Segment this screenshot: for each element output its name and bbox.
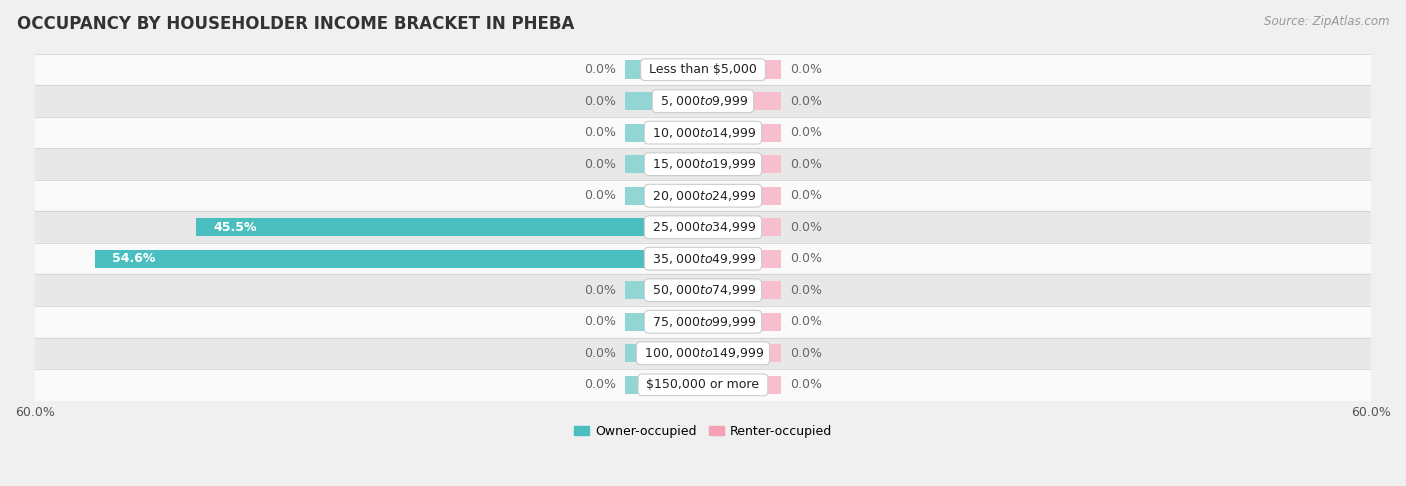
Text: $100,000 to $149,999: $100,000 to $149,999 xyxy=(641,347,765,360)
Text: 45.5%: 45.5% xyxy=(214,221,256,234)
Text: $15,000 to $19,999: $15,000 to $19,999 xyxy=(648,157,758,171)
Text: 0.0%: 0.0% xyxy=(790,221,823,234)
Text: 0.0%: 0.0% xyxy=(583,189,616,202)
Bar xyxy=(626,187,703,205)
Bar xyxy=(703,376,780,394)
Text: $150,000 or more: $150,000 or more xyxy=(643,378,763,391)
Bar xyxy=(35,369,1371,400)
Bar xyxy=(703,218,780,236)
Bar xyxy=(626,92,703,110)
Bar xyxy=(35,117,1371,148)
Bar xyxy=(626,155,703,174)
Text: 0.0%: 0.0% xyxy=(790,315,823,328)
Bar xyxy=(703,60,780,79)
Bar xyxy=(96,250,703,268)
Text: $25,000 to $34,999: $25,000 to $34,999 xyxy=(648,220,758,234)
Bar xyxy=(35,86,1371,117)
Bar xyxy=(703,250,780,268)
Bar xyxy=(703,281,780,299)
Text: 0.0%: 0.0% xyxy=(790,252,823,265)
Bar xyxy=(35,54,1371,86)
Text: 0.0%: 0.0% xyxy=(790,63,823,76)
Text: OCCUPANCY BY HOUSEHOLDER INCOME BRACKET IN PHEBA: OCCUPANCY BY HOUSEHOLDER INCOME BRACKET … xyxy=(17,15,574,33)
Text: 0.0%: 0.0% xyxy=(790,378,823,391)
Bar xyxy=(35,180,1371,211)
Bar xyxy=(626,60,703,79)
Text: 0.0%: 0.0% xyxy=(583,63,616,76)
Text: 0.0%: 0.0% xyxy=(790,284,823,297)
Text: 0.0%: 0.0% xyxy=(583,284,616,297)
Text: 0.0%: 0.0% xyxy=(583,378,616,391)
Bar xyxy=(35,243,1371,275)
Text: Less than $5,000: Less than $5,000 xyxy=(645,63,761,76)
Bar xyxy=(626,312,703,331)
Text: $10,000 to $14,999: $10,000 to $14,999 xyxy=(648,126,758,139)
Text: 0.0%: 0.0% xyxy=(583,157,616,171)
Text: 0.0%: 0.0% xyxy=(583,315,616,328)
Text: $5,000 to $9,999: $5,000 to $9,999 xyxy=(657,94,749,108)
Text: 0.0%: 0.0% xyxy=(790,347,823,360)
Bar xyxy=(35,337,1371,369)
Bar xyxy=(703,344,780,363)
Bar xyxy=(35,211,1371,243)
Text: 0.0%: 0.0% xyxy=(790,95,823,108)
Text: 0.0%: 0.0% xyxy=(790,126,823,139)
Bar xyxy=(703,312,780,331)
Bar xyxy=(35,275,1371,306)
Text: Source: ZipAtlas.com: Source: ZipAtlas.com xyxy=(1264,15,1389,28)
Bar xyxy=(626,344,703,363)
Text: 54.6%: 54.6% xyxy=(111,252,155,265)
Text: $50,000 to $74,999: $50,000 to $74,999 xyxy=(648,283,758,297)
Text: $20,000 to $24,999: $20,000 to $24,999 xyxy=(648,189,758,203)
Text: 0.0%: 0.0% xyxy=(790,189,823,202)
Bar xyxy=(703,92,780,110)
Text: 0.0%: 0.0% xyxy=(583,126,616,139)
Bar xyxy=(35,148,1371,180)
Text: 0.0%: 0.0% xyxy=(583,95,616,108)
Bar xyxy=(197,218,703,236)
Bar xyxy=(703,155,780,174)
Bar xyxy=(703,187,780,205)
Bar xyxy=(626,123,703,142)
Text: 0.0%: 0.0% xyxy=(790,157,823,171)
Bar xyxy=(703,123,780,142)
Bar xyxy=(35,306,1371,337)
Text: $35,000 to $49,999: $35,000 to $49,999 xyxy=(648,252,758,266)
Legend: Owner-occupied, Renter-occupied: Owner-occupied, Renter-occupied xyxy=(568,420,838,443)
Bar xyxy=(626,281,703,299)
Text: $75,000 to $99,999: $75,000 to $99,999 xyxy=(648,315,758,329)
Bar xyxy=(626,376,703,394)
Text: 0.0%: 0.0% xyxy=(583,347,616,360)
